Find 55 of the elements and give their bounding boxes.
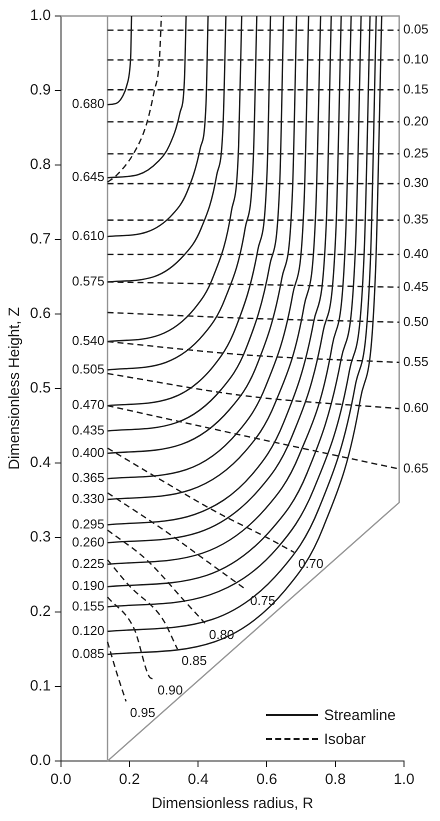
y-tick-label: 1.0: [30, 7, 51, 24]
annotation: 0.65: [403, 460, 429, 476]
y-axis-title: Dimensionless Height, Z: [6, 307, 24, 470]
annotation: 0.575: [72, 274, 105, 289]
annotation: 0.05: [403, 22, 429, 37]
annotation: 0.50: [403, 314, 429, 329]
annotation: 0.40: [403, 246, 429, 261]
annotation: 0.85: [182, 652, 207, 668]
x-tick-label: 0.2: [119, 771, 140, 788]
x-axis-title: Dimensionless radius, R: [152, 795, 314, 812]
annotation: 0.90: [158, 682, 183, 698]
annotation: 0.30: [403, 175, 429, 190]
annotation: 0.15: [403, 81, 429, 96]
annotation: 0.470: [72, 397, 105, 412]
annotation: 0.610: [72, 228, 105, 244]
y-tick-label: 0.7: [30, 230, 51, 248]
y-tick-label: 0.2: [30, 603, 51, 620]
annotation: 0.505: [72, 361, 105, 376]
y-tick-label: 0.3: [30, 528, 51, 546]
annotation: 0.35: [403, 212, 429, 227]
annotation: 0.190: [72, 578, 105, 594]
annotation: 0.225: [72, 556, 105, 571]
annotation: 0.10: [403, 52, 429, 67]
legend-label: Isobar: [324, 730, 366, 748]
legend-label: Streamline: [324, 706, 396, 724]
annotation: 0.95: [130, 704, 156, 720]
x-tick-label: 0.0: [50, 771, 72, 788]
annotation: 0.365: [72, 470, 105, 486]
annotation: 0.55: [403, 354, 429, 370]
y-tick-label: 0.5: [30, 380, 51, 397]
y-tick-label: 0.1: [30, 678, 51, 695]
annotation: 0.295: [72, 516, 105, 532]
annotation: 0.155: [72, 598, 105, 614]
y-tick-label: 0.4: [30, 454, 51, 472]
annotation: 0.435: [72, 422, 105, 438]
y-tick-label: 0.9: [30, 82, 51, 99]
annotation: 0.085: [72, 646, 105, 662]
annotation: 0.260: [72, 534, 105, 550]
annotation: 0.330: [72, 491, 105, 506]
annotation: 0.645: [72, 169, 105, 184]
x-tick-label: 0.4: [188, 771, 209, 788]
annotation: 0.120: [72, 622, 105, 638]
annotation: 0.20: [403, 113, 429, 128]
x-tick-label: 0.8: [324, 771, 346, 788]
annotation: 0.680: [72, 96, 105, 112]
y-tick-label: 0.8: [30, 156, 51, 174]
annotation: 0.45: [403, 278, 429, 294]
annotation: 0.25: [403, 145, 429, 160]
annotation: 0.60: [403, 400, 429, 416]
x-tick-label: 0.6: [256, 771, 278, 788]
annotation: 0.540: [72, 333, 105, 348]
y-tick-label: 0.0: [30, 752, 51, 770]
annotation: 0.400: [72, 444, 105, 460]
x-tick-label: 1.0: [394, 771, 414, 788]
y-tick-label: 0.6: [30, 305, 51, 322]
